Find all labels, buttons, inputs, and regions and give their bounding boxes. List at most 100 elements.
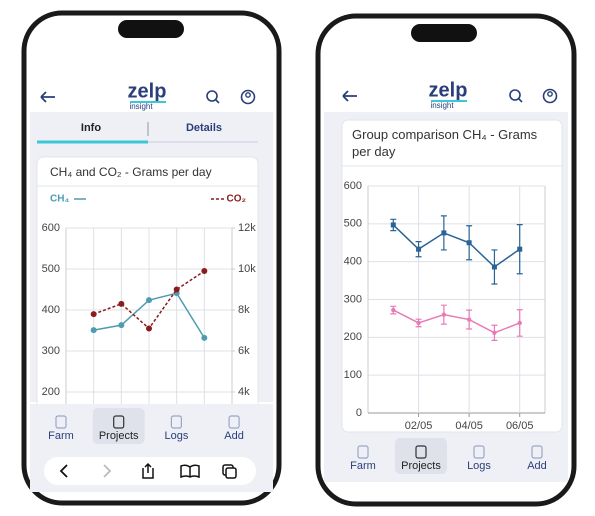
- nav-highlight: [395, 438, 447, 474]
- logo: zelp: [429, 79, 468, 101]
- data-point: [390, 222, 396, 228]
- y-tick-label: 600: [42, 222, 60, 234]
- search-icon[interactable]: [206, 90, 218, 102]
- data-point: [517, 246, 523, 252]
- nav-icon: [531, 445, 543, 459]
- data-point: [146, 325, 152, 332]
- logo: zelp: [128, 80, 167, 102]
- nav-icon: [113, 415, 125, 429]
- data-point: [118, 322, 125, 329]
- x-tick-label: 02/05: [405, 420, 433, 432]
- nav-icon: [228, 415, 240, 429]
- nav-icon: [55, 415, 67, 429]
- y-tick-label: 300: [344, 293, 362, 305]
- nav-highlight: [92, 408, 145, 444]
- profile-icon[interactable]: [240, 89, 256, 105]
- profile-icon: [547, 91, 553, 97]
- y-tick-label: 200: [42, 386, 60, 398]
- data-point: [173, 286, 180, 293]
- y-tick-label: 600: [344, 180, 362, 192]
- browser-bar: [30, 452, 273, 492]
- data-point: [466, 240, 472, 246]
- y-tick-label: 0: [356, 407, 362, 419]
- chart-title: CH₄ and CO₂ - Grams per day: [50, 165, 212, 179]
- header: zelp insight: [40, 80, 256, 111]
- nav-label[interactable]: Projects: [99, 430, 139, 442]
- series-line: [392, 309, 520, 334]
- nav-label[interactable]: Farm: [350, 460, 376, 472]
- search-icon[interactable]: [509, 89, 521, 101]
- nav-label[interactable]: Projects: [401, 460, 441, 472]
- tab[interactable]: Details: [186, 122, 222, 134]
- nav-icon: [170, 415, 182, 429]
- chart-card: [341, 119, 563, 433]
- bookmarks-icon[interactable]: [180, 464, 200, 479]
- nav-icon: [415, 445, 427, 459]
- y-tick-label: 400: [42, 304, 60, 316]
- tab-bar: [30, 115, 273, 145]
- y-tick-label: 400: [344, 256, 362, 268]
- search-icon: [518, 98, 523, 103]
- data-point: [90, 327, 97, 334]
- bottom-nav: Farm Projects Logs Add: [30, 404, 273, 452]
- data-point: [416, 246, 422, 252]
- data-point: [441, 312, 447, 317]
- data-point: [466, 317, 472, 322]
- y-tick-label: 500: [42, 263, 60, 275]
- data-point: [517, 320, 522, 326]
- legend-label: CH₄: [50, 194, 69, 205]
- y2-tick-label: 6k: [238, 345, 250, 357]
- search-icon: [215, 99, 220, 104]
- nav-label[interactable]: Farm: [48, 430, 74, 442]
- chart-card: [36, 156, 259, 418]
- profile-icon[interactable]: [542, 88, 558, 104]
- nav-label[interactable]: Logs: [467, 460, 491, 472]
- data-point: [201, 268, 208, 275]
- data-point: [441, 230, 447, 236]
- chart: 0 100 200 300 400 500 600 02/05 04/05 06/05: [344, 180, 546, 432]
- browser-pill: [44, 457, 256, 485]
- nav-label[interactable]: Add: [527, 460, 547, 472]
- y2-tick-label: 8k: [238, 304, 250, 316]
- data-point: [146, 297, 152, 304]
- nav-label[interactable]: Logs: [164, 430, 188, 442]
- nav-icon: [357, 445, 369, 459]
- share-icon[interactable]: [142, 462, 154, 479]
- y-tick-label: 500: [344, 218, 362, 230]
- logo-sub: insight: [430, 101, 454, 110]
- logo-sub: insight: [129, 102, 153, 111]
- y-tick-label: 200: [344, 331, 362, 343]
- notch: [411, 24, 477, 42]
- x-tick-label: 06/05: [506, 420, 534, 432]
- data-point: [492, 330, 497, 335]
- back-icon[interactable]: [342, 90, 357, 102]
- back-icon[interactable]: [40, 91, 55, 103]
- y2-tick-label: 10k: [238, 263, 256, 275]
- y-tick-label: 300: [42, 345, 60, 357]
- y-tick-label: 100: [344, 369, 362, 381]
- x-tick-label: 04/05: [455, 420, 483, 432]
- data-point: [201, 334, 208, 341]
- series-line: [392, 224, 521, 268]
- data-point: [491, 264, 497, 270]
- notch: [118, 20, 184, 38]
- y2-tick-label: 4k: [238, 386, 250, 398]
- y2-tick-label: 12k: [238, 222, 256, 234]
- bottom-nav: Farm Projects Logs Add: [324, 434, 568, 482]
- header: zelp insight: [342, 79, 558, 110]
- nav-label[interactable]: Add: [224, 430, 244, 442]
- data-point: [416, 320, 421, 326]
- data-point: [391, 307, 396, 313]
- browser-forward[interactable]: [103, 464, 112, 478]
- chart-title: Group comparison CH₄ - Grams per day: [352, 127, 538, 159]
- data-point: [90, 311, 97, 318]
- tabs-icon: [225, 467, 237, 479]
- data-point: [118, 300, 125, 307]
- tab[interactable]: Info: [81, 122, 101, 134]
- browser-back[interactable]: [59, 464, 68, 478]
- nav-icon: [473, 445, 485, 459]
- legend-label: CO₂: [227, 194, 246, 205]
- profile-icon: [245, 92, 251, 98]
